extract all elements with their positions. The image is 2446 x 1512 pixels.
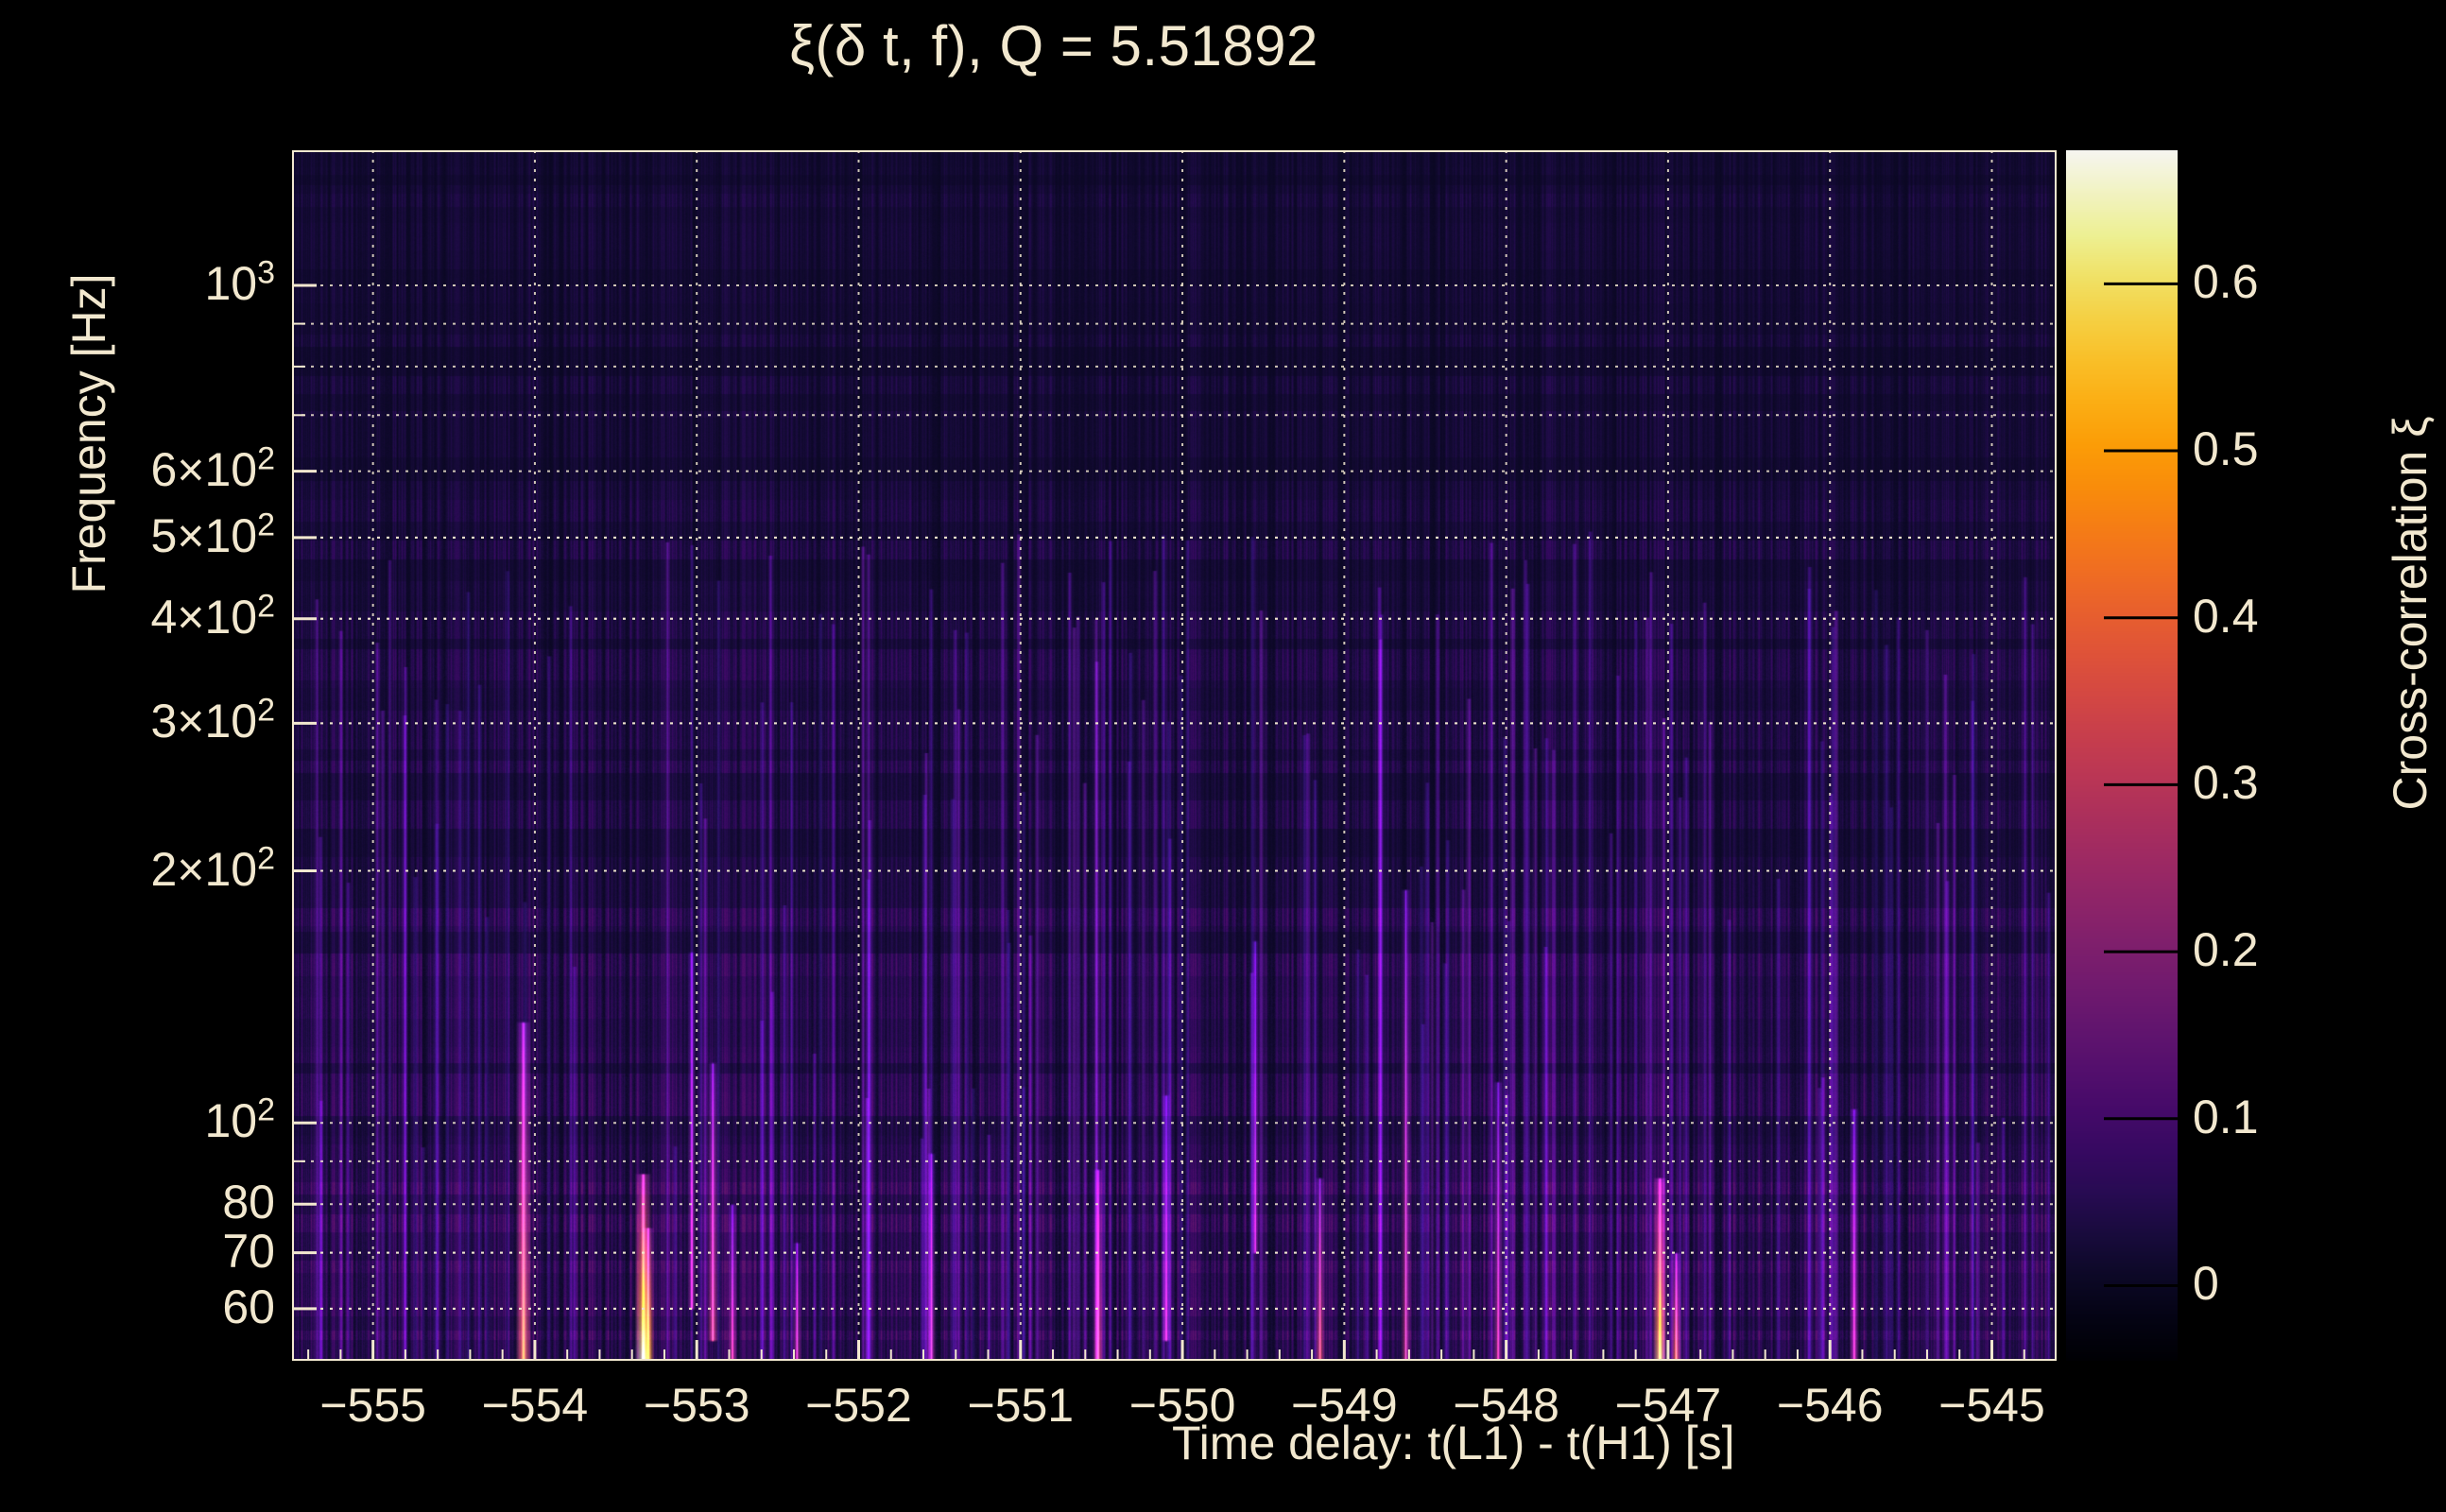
colorbar-tick-0p5: 0.5 <box>2193 422 2259 476</box>
spectrogram-image <box>292 150 2057 1361</box>
x-tick-neg546: −546 <box>1776 1379 1884 1432</box>
x-tick-neg548: −548 <box>1453 1379 1559 1432</box>
x-tick-neg555: −555 <box>319 1379 426 1432</box>
colorbar-title: Cross-correlation ξ <box>2384 416 2437 811</box>
y-tick-exponent: 2 <box>257 1091 275 1128</box>
x-tick-neg547: −547 <box>1614 1379 1722 1432</box>
y-tick-exponent: 2 <box>257 692 275 729</box>
x-tick-neg545: −545 <box>1938 1379 2045 1432</box>
y-tick-70: 70 <box>222 1224 275 1278</box>
x-tick-neg552: −552 <box>805 1379 912 1432</box>
y-tick-5102: 5×102 <box>150 508 275 562</box>
y-axis-title: Frequency [Hz] <box>62 273 115 594</box>
y-tick-2102: 2×102 <box>150 842 275 896</box>
y-tick-60: 60 <box>222 1280 275 1333</box>
y-tick-mantissa: 3×10 <box>150 695 258 748</box>
y-tick-exponent: 3 <box>257 254 275 291</box>
x-tick-neg549: −549 <box>1291 1379 1398 1432</box>
colorbar-tick-0p3: 0.3 <box>2193 756 2259 810</box>
x-tick-neg553: −553 <box>643 1379 750 1432</box>
y-tick-80: 80 <box>222 1176 275 1229</box>
colorbar-gradient <box>2066 150 2178 1361</box>
colorbar-tick-0: 0 <box>2193 1257 2219 1311</box>
y-tick-mantissa: 6×10 <box>150 442 258 496</box>
y-tick-mantissa: 10 <box>204 1094 258 1148</box>
y-tick-exponent: 2 <box>257 839 275 876</box>
x-tick-neg554: −554 <box>481 1379 589 1432</box>
y-tick-exponent: 2 <box>257 507 275 543</box>
colorbar-tick-0p6: 0.6 <box>2193 255 2259 309</box>
y-tick-mantissa: 4×10 <box>150 590 258 644</box>
colorbar-tick-0p4: 0.4 <box>2193 589 2259 643</box>
y-tick-103: 103 <box>204 256 275 311</box>
y-tick-exponent: 2 <box>257 439 275 476</box>
y-tick-mantissa: 10 <box>204 257 258 311</box>
x-tick-neg551: −551 <box>967 1379 1075 1432</box>
colorbar[interactable] <box>2066 150 2178 1361</box>
y-tick-3102: 3×102 <box>150 695 275 748</box>
x-axis-title: Time delay: t(L1) - t(H1) [s] <box>1172 1417 1735 1469</box>
colorbar-tick-0p1: 0.1 <box>2193 1090 2259 1143</box>
y-tick-4102: 4×102 <box>150 590 275 644</box>
colorbar-tick-0p2: 0.2 <box>2193 923 2259 977</box>
y-tick-6102: 6×102 <box>150 442 275 496</box>
y-tick-mantissa: 2×10 <box>150 842 258 896</box>
y-tick-mantissa: 5×10 <box>150 508 258 562</box>
page-title: ξ(δ t, f), Q = 5.51892 <box>789 14 1318 77</box>
plot-area[interactable] <box>292 150 2057 1361</box>
y-tick-exponent: 2 <box>257 588 275 625</box>
y-tick-102: 102 <box>204 1094 275 1148</box>
x-tick-neg550: −550 <box>1128 1379 1236 1432</box>
